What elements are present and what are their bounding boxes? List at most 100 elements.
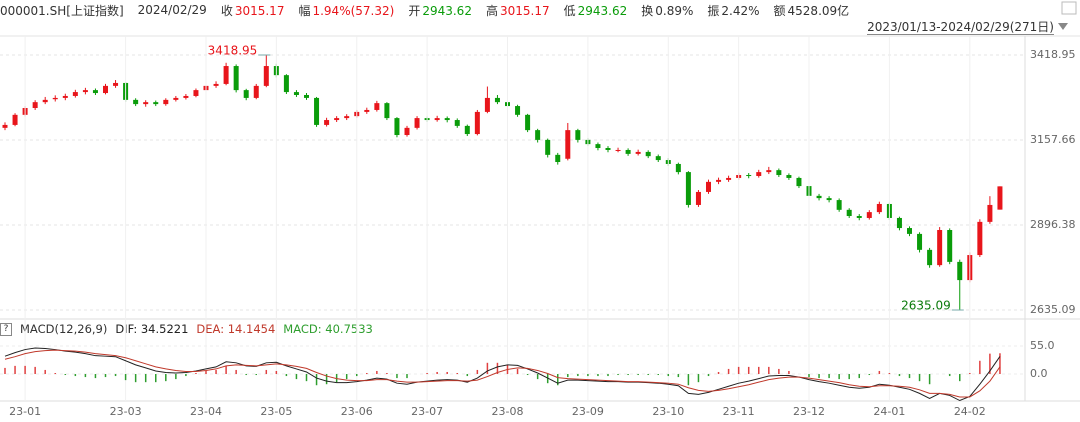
range-label[interactable]: 2023/01/13-2024/02/29(271日) [867, 19, 1054, 34]
field-value: 2943.62 [577, 3, 628, 18]
quote-field: 换 0.89% [641, 2, 693, 19]
candle-body [474, 111, 480, 135]
candle-body [344, 116, 350, 119]
candle-body [937, 230, 943, 266]
candle-body [927, 249, 933, 266]
candle-body [685, 172, 691, 205]
candle-body [997, 186, 1003, 210]
candle-body [133, 99, 139, 105]
candle-body [92, 90, 98, 94]
candle-body [464, 125, 470, 135]
candle-body [655, 156, 661, 161]
dropdown-arrow[interactable] [1058, 23, 1068, 30]
candle-body [555, 154, 561, 163]
candle-body [62, 95, 68, 98]
quote-header: 000001.SH[上证指数] 2024/02/29 收 3015.17 幅 1.94… [0, 2, 849, 18]
candle-body [283, 75, 289, 93]
quote-field: 幅 1.94%(57.32) [298, 2, 394, 19]
candle-body [595, 144, 601, 149]
candle-body [625, 149, 631, 154]
candle-body [987, 204, 993, 222]
candle-body [716, 179, 722, 182]
candle-body [695, 191, 701, 205]
candle-body [183, 95, 189, 98]
candle-body [253, 85, 259, 98]
x-tick-label: 23-10 [652, 405, 684, 418]
candle-body [304, 94, 309, 98]
quote-field: 高 3015.17 [486, 2, 550, 19]
field-label: 低 [563, 3, 576, 18]
quote-field: 收 3015.17 [221, 2, 285, 19]
candle-body [776, 170, 782, 176]
candle-body [82, 90, 88, 93]
field-label: 高 [485, 3, 498, 18]
candle-body [444, 118, 450, 121]
y-tick-label: 3157.66 [1030, 133, 1076, 146]
x-tick-label: 24-02 [954, 405, 986, 418]
candle-body [32, 102, 38, 109]
candle-body [243, 90, 249, 98]
candle-body [454, 120, 460, 126]
y-tick-label: 3418.95 [1030, 48, 1076, 61]
x-tick-label: 23-04 [190, 405, 222, 418]
y-tick-label: 2896.38 [1030, 218, 1076, 231]
quote-field: 低 2943.62 [564, 2, 628, 19]
candle-body [525, 114, 531, 131]
candle-body [153, 102, 159, 105]
x-tick-label: 23-07 [411, 405, 443, 418]
quote-field: 额 4528.09亿 [774, 2, 850, 19]
field-value: 0.89% [655, 3, 694, 18]
candle-body [394, 118, 400, 136]
candle-body [545, 139, 551, 155]
macd-line [4, 349, 1001, 398]
candle-body [374, 103, 380, 110]
annotation: 2635.09 [901, 299, 951, 313]
indicator-label: MACD: 40.7533 [283, 322, 373, 336]
candle-body [846, 209, 852, 217]
candle-body [314, 97, 320, 125]
field-value: 4528.09亿 [787, 3, 850, 18]
candle-body [113, 82, 119, 86]
candle-body [52, 97, 58, 100]
field-label: 振 [707, 3, 720, 18]
candle-body [163, 99, 169, 105]
x-tick-label: 24-01 [873, 405, 905, 418]
candle-body [615, 149, 621, 151]
x-tick-label: 23-05 [260, 405, 292, 418]
field-label: 开 [408, 3, 421, 18]
candle-body [173, 97, 179, 100]
candle-body [213, 83, 219, 86]
candle-body [404, 127, 410, 136]
candle-body [756, 172, 762, 176]
quote-field: 开 2943.62 [408, 2, 472, 19]
candle-body [917, 233, 923, 250]
candle-body [263, 66, 269, 86]
x-tick-label: 23-01 [9, 405, 41, 418]
candle-body [706, 181, 711, 192]
symbol: 000001.SH[上证指数] [0, 3, 124, 18]
field-label: 换 [641, 3, 654, 18]
candle-body [796, 177, 802, 187]
candle-body [575, 130, 581, 140]
help-icon[interactable]: ? [0, 322, 12, 336]
x-tick-label: 23-03 [110, 405, 142, 418]
candle-body [434, 118, 440, 121]
candle-body [565, 130, 571, 159]
candle-body [515, 106, 521, 115]
candle-body [645, 151, 651, 157]
x-tick-label: 23-12 [793, 405, 825, 418]
candle-body [143, 102, 149, 105]
candle-body [484, 97, 490, 112]
candle-body [866, 212, 872, 218]
candle-body [494, 97, 500, 103]
range-selector[interactable]: 2023/01/13-2024/02/29(271日) [867, 18, 1054, 35]
field-value: 1.94%(57.32) [312, 3, 395, 18]
candle-body [766, 170, 772, 173]
field-label: 幅 [298, 3, 311, 18]
macd-header: ? MACD(12,26,9) DIF: 34.5221 DEA: 14.1454… [0, 322, 373, 336]
corner-icon [1061, 1, 1077, 15]
x-tick-label: 23-09 [572, 405, 604, 418]
candle-body [786, 175, 792, 178]
field-label: 额 [773, 3, 786, 18]
